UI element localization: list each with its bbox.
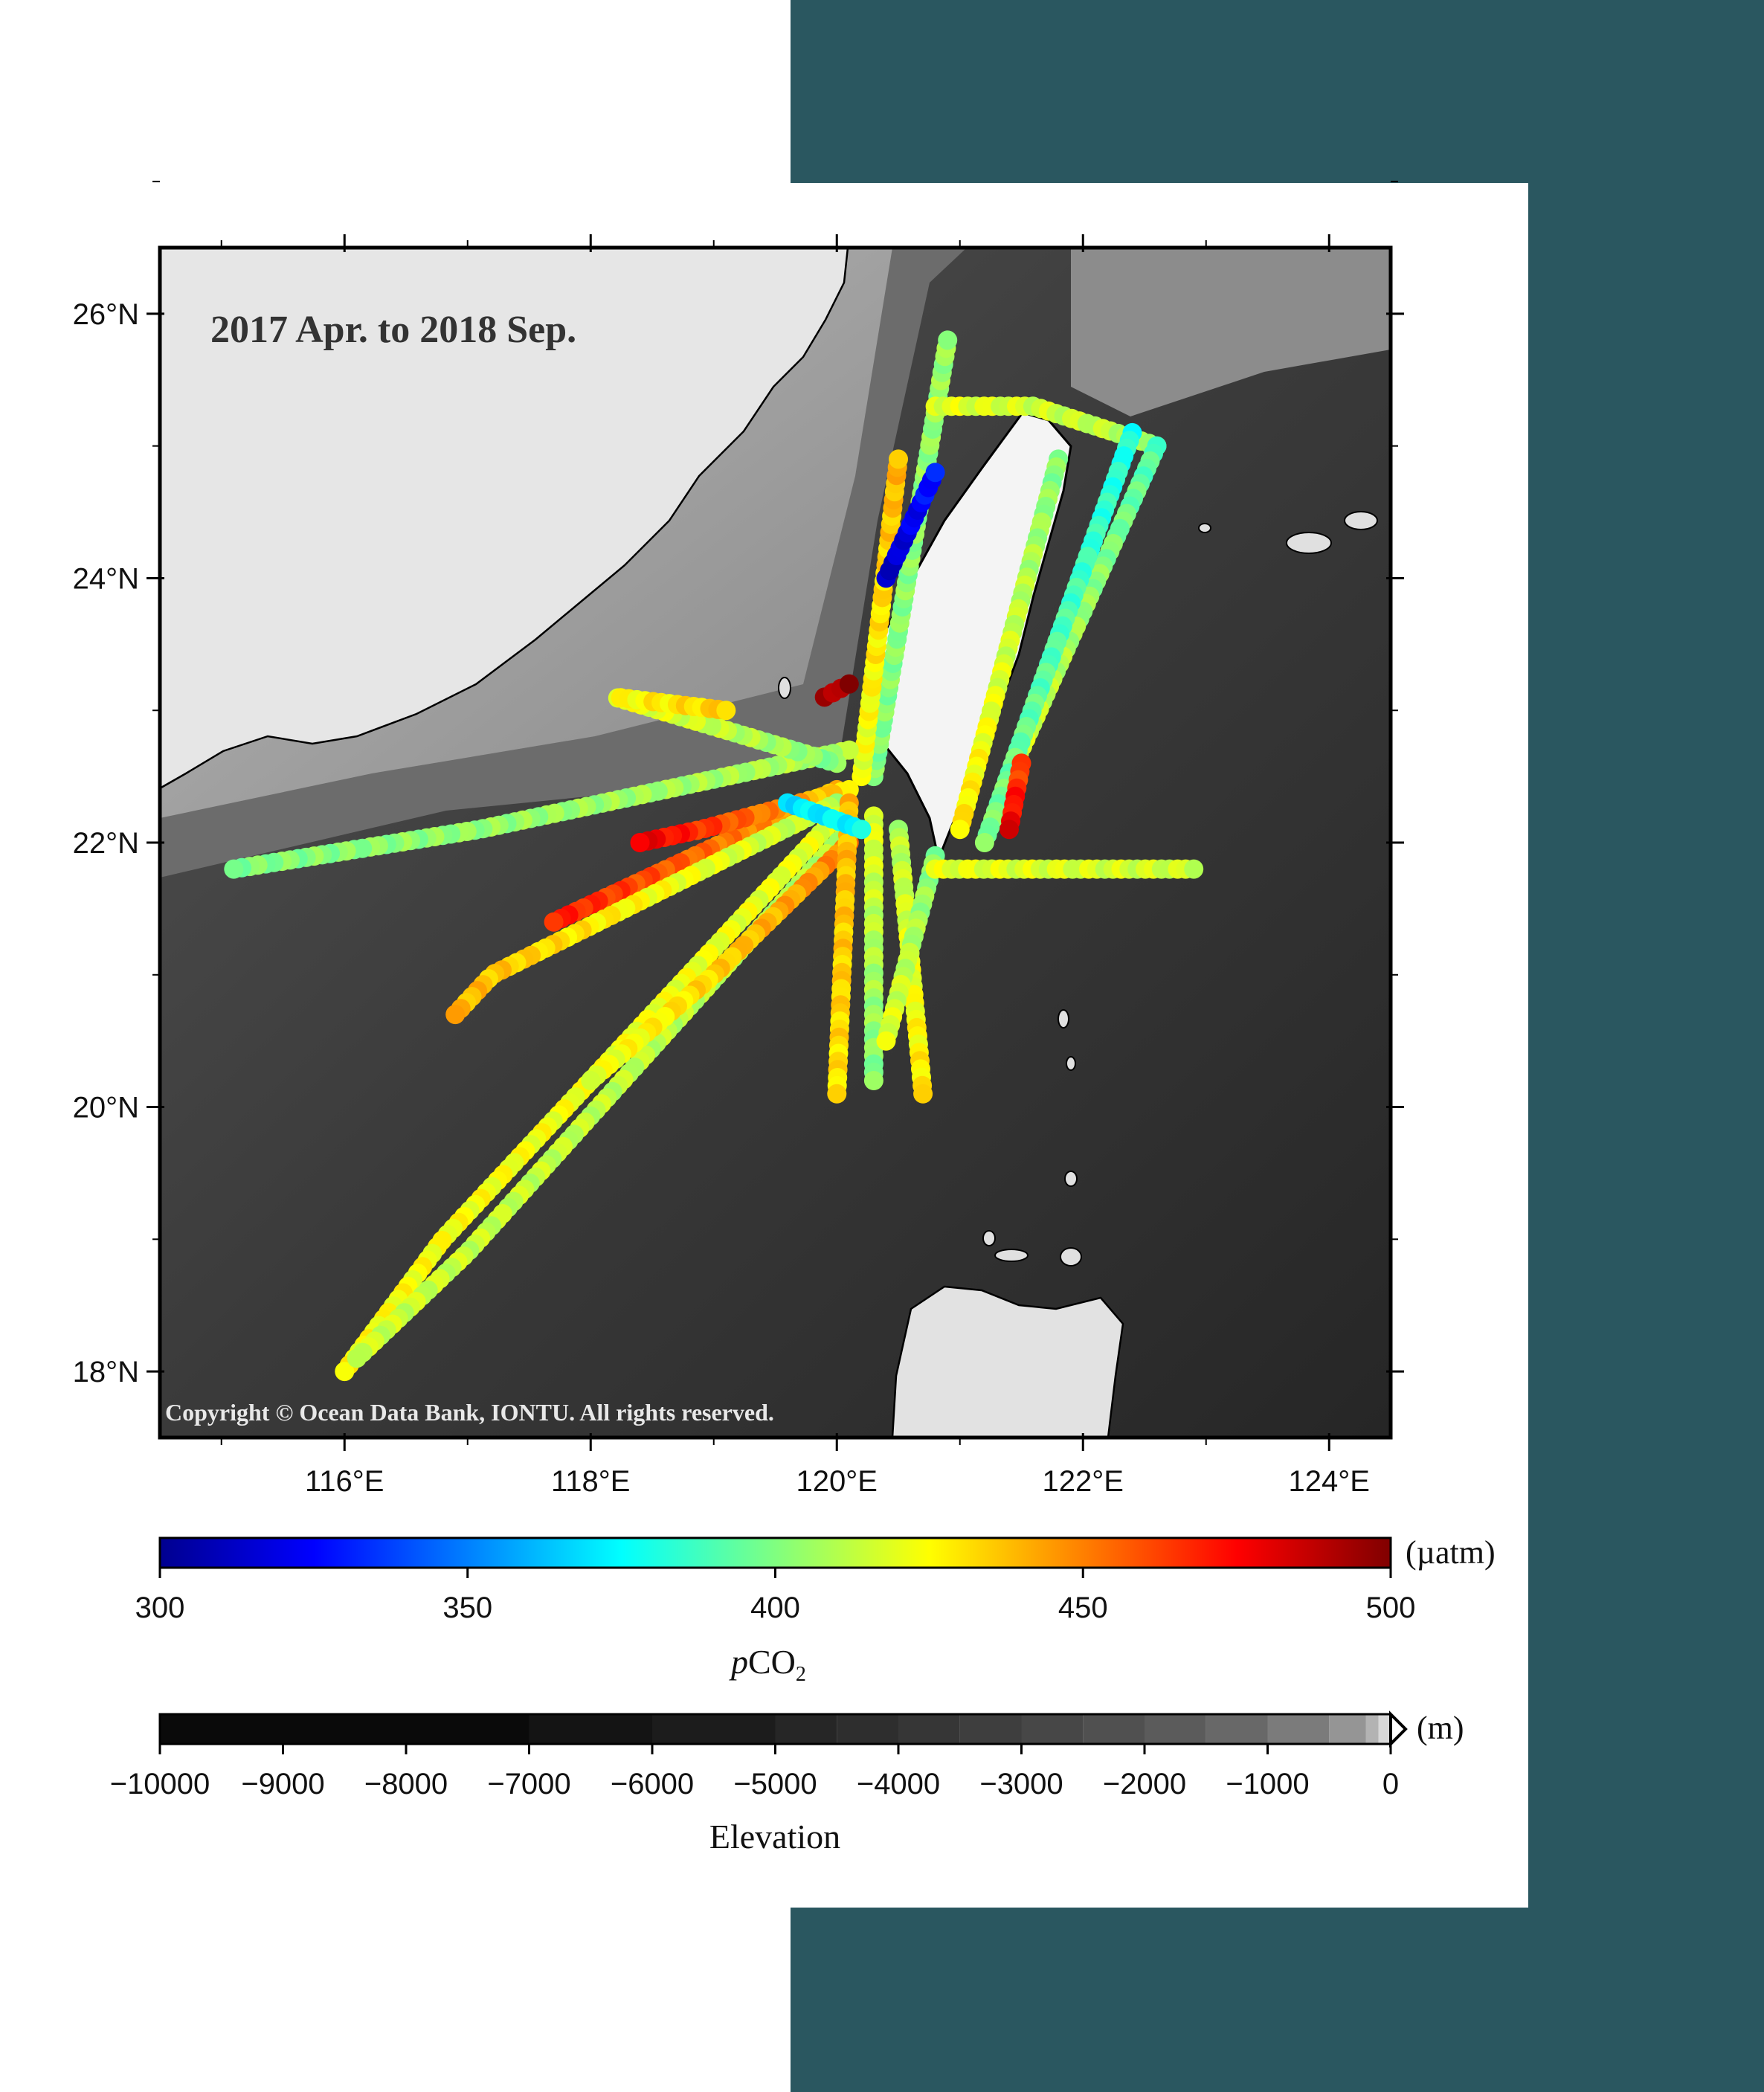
elevation-color-step [529, 1714, 652, 1744]
china-mainland [160, 248, 849, 790]
pco2-sample-point [630, 833, 650, 852]
lon-tick-label: 120°E [796, 1465, 878, 1498]
lat-tick-label: 18°N [73, 1356, 139, 1388]
elevation-tick-label: −1000 [1226, 1768, 1309, 1800]
elevation-color-step [837, 1714, 899, 1744]
elevation-color-step [959, 1714, 1022, 1744]
lon-tick-label: 122°E [1043, 1465, 1124, 1498]
elevation-tick-label: −2000 [1103, 1768, 1186, 1800]
pco2-unit: (µatm) [1406, 1534, 1496, 1571]
elevation-colorbar: −10000 −9000 −8000 −7000 −6000 −5000 −4000 −300… [110, 1710, 1464, 1856]
lat-tick-label: 20°N [73, 1092, 139, 1124]
elevation-tick-label: −6000 [611, 1768, 694, 1800]
pco2-sample-point [544, 912, 564, 932]
elevation-color-step [1365, 1714, 1379, 1744]
ship-track [863, 330, 958, 787]
decorative-block-right [1528, 0, 1764, 2092]
elevation-color-step [775, 1714, 837, 1744]
elevation-color-step [1329, 1714, 1366, 1744]
decorative-block-bottom [791, 1908, 1764, 2092]
elevation-tick-label: −5000 [733, 1768, 817, 1800]
elevation-colorbar-arrow [1389, 1710, 1408, 1748]
pco2-sample-point [938, 330, 958, 350]
pco2-tick-label: 400 [750, 1591, 800, 1624]
ship-track [876, 463, 945, 588]
pco2-colorbar: 300 350 400 450 500 (µatm) pCO2 [135, 1534, 1496, 1686]
pco2-sample-point [950, 820, 970, 840]
pco2-tick-label: 300 [135, 1591, 185, 1624]
elevation-tick-label: −8000 [364, 1768, 448, 1800]
elevation-tick-label: −10000 [110, 1768, 210, 1800]
pco2-label-main: CO [748, 1643, 796, 1681]
lat-tick-label: 22°N [73, 827, 139, 860]
pco2-label-sub: 2 [796, 1663, 806, 1686]
luzon-island [891, 1285, 1124, 1438]
ship-track [778, 793, 872, 840]
ship-track [608, 688, 847, 773]
elevation-color-step [1205, 1714, 1268, 1744]
elevation-tick-label: −4000 [857, 1768, 940, 1800]
ship-track [863, 806, 883, 1090]
pco2-tick-label: 500 [1366, 1591, 1416, 1624]
pco2-sample-point [335, 1362, 355, 1382]
copyright-notice: Copyright © Ocean Data Bank, IONTU. All … [165, 1399, 774, 1426]
elevation-tick-label: −9000 [241, 1768, 324, 1800]
pco2-tick-label: 450 [1058, 1591, 1108, 1624]
elevation-color-step [1145, 1714, 1206, 1744]
pco2-sample-point [224, 859, 244, 879]
elevation-tick-label: −7000 [487, 1768, 570, 1800]
ship-track [224, 740, 859, 879]
pco2-sample-point [839, 674, 859, 694]
pco2-sample-point [889, 449, 908, 469]
map-axes: 116°E 118°E 120°E 122°E 124°E 18°N 20°N 22°N 24°… [73, 181, 1404, 1498]
elevation-color-step [1083, 1714, 1145, 1744]
pco2-sample-point [852, 820, 872, 840]
pco2-sample-point [827, 1084, 847, 1104]
pco2-sample-point [974, 833, 994, 852]
pco2-sample-point [913, 1084, 933, 1104]
pco2-sample-point [863, 1071, 883, 1090]
lon-tick-label: 124°E [1289, 1465, 1370, 1498]
elevation-tick-label: −3000 [979, 1768, 1063, 1800]
small-islands [778, 511, 1378, 1267]
ship-track [581, 833, 859, 1090]
pco2-tracks [224, 330, 1204, 1382]
elevation-axis-label: Elevation [709, 1818, 840, 1856]
pco2-sample-point [716, 701, 736, 721]
lon-tick-label: 118°E [551, 1465, 630, 1498]
east-china-sea-shelf [1071, 248, 1391, 416]
ship-track [950, 449, 1069, 840]
pco2-sample-point [876, 1031, 896, 1051]
lat-tick-label: 26°N [73, 298, 139, 331]
elevation-color-step [1378, 1714, 1391, 1744]
ship-track [814, 674, 859, 707]
ship-track [876, 846, 945, 1051]
map-title: 2017 Apr. to 2018 Sep. [210, 309, 576, 351]
pco2-sample-point [445, 1005, 466, 1025]
pco2-sample-point [581, 1071, 601, 1090]
lat-tick-label: 24°N [73, 562, 139, 595]
pco2-tick-label: 350 [442, 1591, 492, 1624]
lon-tick-label: 116°E [305, 1465, 384, 1498]
pco2-sample-point [347, 1348, 367, 1368]
elevation-color-step [1267, 1714, 1330, 1744]
pco2-label-italic: p [729, 1643, 748, 1681]
elevation-unit: (m) [1417, 1710, 1464, 1746]
pco2-sample-point [1184, 859, 1204, 879]
ship-track [1000, 753, 1031, 840]
map-panel: 2017 Apr. to 2018 Sep. Copyright © Ocean… [160, 248, 1391, 1438]
elevation-color-step [898, 1714, 960, 1744]
elevation-color-step [652, 1714, 776, 1744]
pco2-axis-label: pCO2 [729, 1643, 806, 1686]
elevation-tick-label: 0 [1382, 1768, 1399, 1800]
elevation-color-step [1021, 1714, 1084, 1744]
ship-track [925, 859, 1204, 879]
pco2-sample-point [925, 463, 945, 483]
pco2-colorbar-gradient [158, 1536, 1392, 1569]
pco2-sample-point [1000, 820, 1019, 840]
elevation-color-step [160, 1714, 529, 1744]
